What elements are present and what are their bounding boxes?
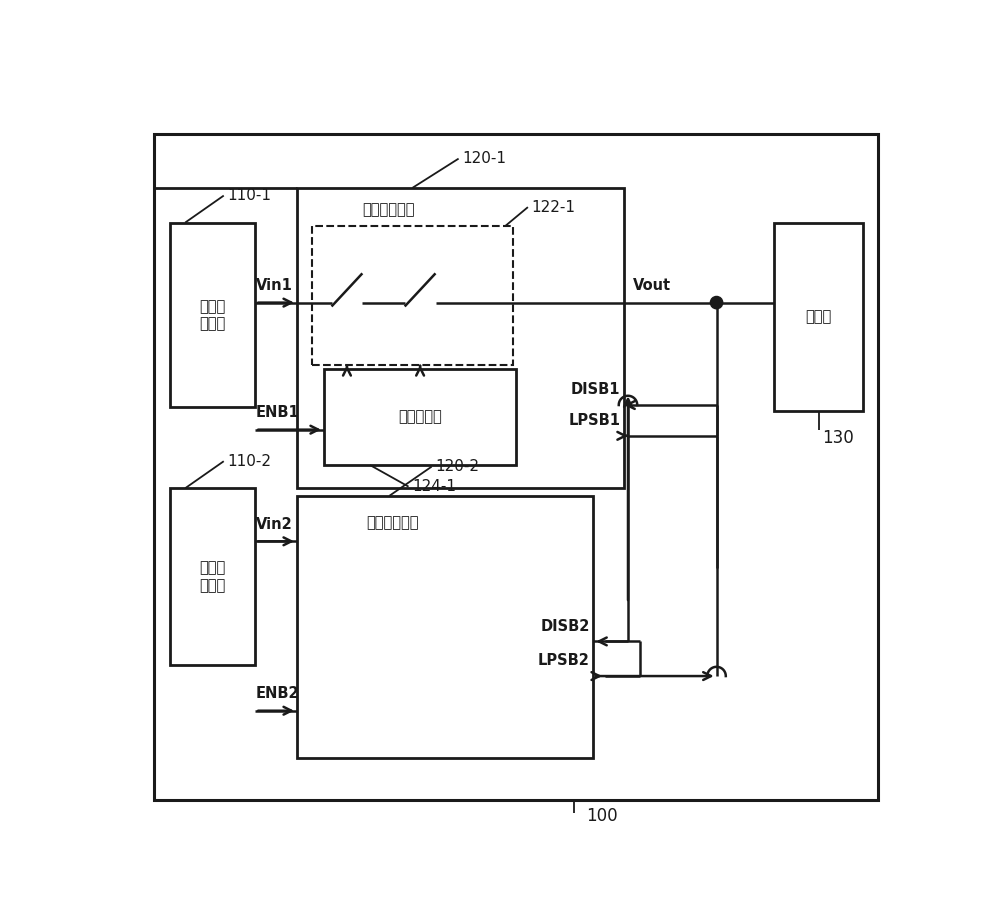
- Text: Vin2: Vin2: [256, 517, 293, 532]
- Text: 第二控制电路: 第二控制电路: [366, 516, 419, 530]
- Text: 120-1: 120-1: [462, 152, 506, 166]
- Text: 第一控制电路: 第一控制电路: [362, 202, 415, 217]
- Text: 电池组: 电池组: [805, 310, 832, 324]
- Text: 第一连
接端口: 第一连 接端口: [199, 298, 225, 331]
- Bar: [297, 188, 624, 488]
- Text: 124-1: 124-1: [412, 480, 456, 494]
- Text: Vin1: Vin1: [256, 278, 293, 293]
- Circle shape: [710, 297, 723, 309]
- Bar: [312, 226, 512, 365]
- Text: 110-1: 110-1: [228, 188, 272, 203]
- Text: DISB1: DISB1: [571, 383, 620, 397]
- Text: ENB2: ENB2: [256, 687, 300, 701]
- Bar: [774, 223, 863, 411]
- Text: 100: 100: [586, 808, 617, 825]
- Bar: [324, 369, 516, 465]
- Text: ENB1: ENB1: [256, 406, 300, 420]
- Text: 122-1: 122-1: [532, 200, 576, 214]
- Text: LPSB1: LPSB1: [568, 413, 620, 428]
- Text: 130: 130: [822, 429, 854, 447]
- Text: 第一控制器: 第一控制器: [398, 409, 442, 424]
- Text: DISB2: DISB2: [540, 618, 590, 634]
- Bar: [170, 223, 255, 407]
- Bar: [170, 488, 255, 665]
- Text: 120-2: 120-2: [436, 459, 480, 474]
- Bar: [297, 496, 593, 758]
- Text: Vout: Vout: [633, 278, 672, 293]
- Text: 110-2: 110-2: [228, 454, 272, 468]
- Text: 第二连
接端口: 第二连 接端口: [199, 561, 225, 593]
- Text: LPSB2: LPSB2: [538, 653, 590, 668]
